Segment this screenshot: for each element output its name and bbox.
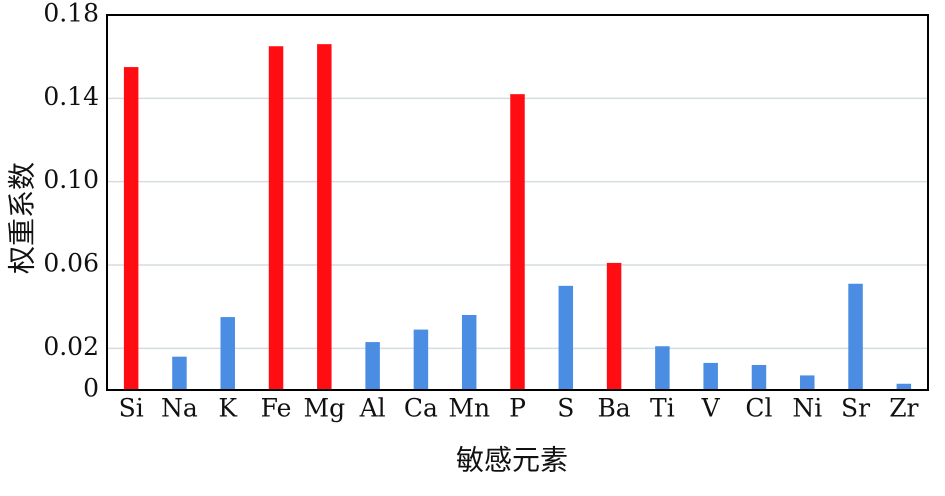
x-axis-label: 敏感元素 xyxy=(456,444,568,477)
x-tick-label: Ti xyxy=(650,394,675,423)
x-tick-label: Mn xyxy=(448,394,490,423)
x-tick-label: Ni xyxy=(792,394,822,423)
bar xyxy=(606,262,622,390)
plot-frame xyxy=(106,14,929,391)
bar xyxy=(123,67,139,390)
y-axis-label: 权重系数 xyxy=(6,162,39,274)
y-tick-label: 0.14 xyxy=(43,82,99,111)
y-tick-label: 0.10 xyxy=(43,165,99,194)
bar xyxy=(751,365,767,390)
y-tick-label: 0.02 xyxy=(43,332,99,361)
bar xyxy=(461,315,477,390)
x-tick-label: Si xyxy=(119,394,144,423)
x-tick-label: Cl xyxy=(745,394,772,423)
bar xyxy=(558,285,574,390)
bar xyxy=(703,362,718,390)
y-tick-label: 0 xyxy=(83,374,99,403)
y-tick-label: 0.06 xyxy=(43,249,99,278)
x-tick-label: P xyxy=(509,394,526,423)
x-tick-label: Mg xyxy=(304,394,346,423)
bar xyxy=(413,329,429,390)
x-tick-label: Fe xyxy=(261,394,292,423)
x-tick-label: S xyxy=(557,394,574,423)
y-tick-label: 0.18 xyxy=(43,0,99,28)
x-tick-label: Ca xyxy=(404,394,438,423)
x-tick-label: Na xyxy=(161,394,198,423)
bar xyxy=(896,383,912,390)
bar xyxy=(268,46,284,390)
x-tick-label: K xyxy=(218,394,238,423)
x-tick-label: V xyxy=(701,394,721,423)
bar xyxy=(848,283,863,390)
bar xyxy=(655,346,670,390)
x-tick-label: Zr xyxy=(889,394,918,423)
bar xyxy=(365,342,380,390)
x-tick-label: Al xyxy=(359,394,386,423)
x-tick-label: Ba xyxy=(597,394,630,423)
bar xyxy=(317,44,332,391)
bar xyxy=(800,375,815,390)
x-tick-label: Sr xyxy=(841,394,870,423)
bar xyxy=(172,356,187,390)
bar xyxy=(510,94,525,391)
bar xyxy=(220,317,235,390)
